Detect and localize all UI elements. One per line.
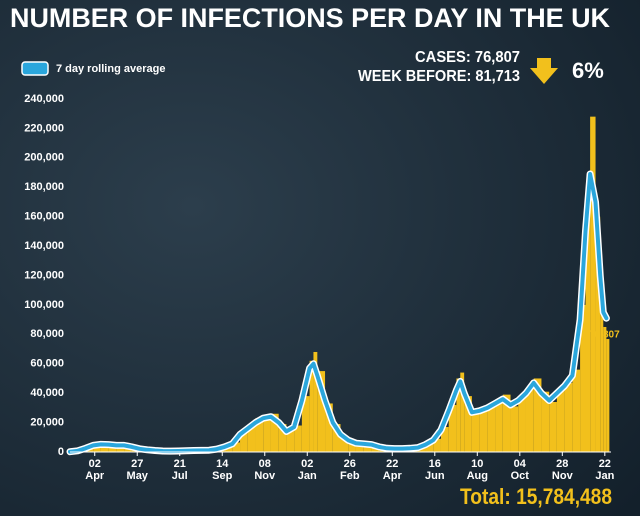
bar xyxy=(533,378,542,452)
bar xyxy=(270,413,279,452)
y-tick-label: 80,000 xyxy=(30,328,64,340)
bar xyxy=(255,418,264,452)
cases: CASES: 76,807 xyxy=(415,49,520,66)
bar xyxy=(510,406,519,452)
bar xyxy=(340,435,349,452)
bar xyxy=(278,424,287,452)
y-tick-label: 160,000 xyxy=(24,211,64,223)
bar xyxy=(595,216,601,452)
y-tick-label: 220,000 xyxy=(24,122,64,134)
y-tick-label: 200,000 xyxy=(24,152,64,164)
bar xyxy=(317,371,326,452)
bar xyxy=(294,425,302,452)
bar xyxy=(232,442,241,452)
bar xyxy=(286,430,295,452)
bar xyxy=(585,209,591,452)
chart-title: NUMBER OF INFECTIONS PER DAY IN THE UK xyxy=(10,3,610,33)
bar xyxy=(603,326,607,452)
y-tick-label: 20,000 xyxy=(30,416,64,428)
bar xyxy=(525,388,534,452)
x-tick-label: 16 Jun xyxy=(425,458,445,482)
y-tick-label: 40,000 xyxy=(30,387,64,399)
bar xyxy=(600,290,604,452)
bar xyxy=(541,391,550,452)
bar xyxy=(464,396,472,452)
plot: 0 20,000 40,000 60,000 80,000 100,000 120,000 1… xyxy=(24,93,620,482)
y-tick-label: 0 xyxy=(58,446,64,458)
change: 6% xyxy=(572,58,604,83)
y-tick-label: 140,000 xyxy=(24,240,64,252)
x-tick-label: 28 Nov xyxy=(552,458,574,482)
bar xyxy=(456,378,461,452)
bar xyxy=(247,426,256,452)
bar xyxy=(325,403,333,452)
line xyxy=(68,172,609,454)
y-tick-label: 60,000 xyxy=(30,358,64,370)
bar xyxy=(564,382,573,452)
value-label: 76,807 xyxy=(589,330,620,341)
legend-label: 7 day rolling average xyxy=(56,63,165,75)
bar xyxy=(363,444,372,452)
bar xyxy=(471,413,480,452)
bar xyxy=(580,304,586,452)
y-tick-label: 180,000 xyxy=(24,181,64,193)
bar xyxy=(549,401,557,452)
x-tick-label: 14 Sep xyxy=(212,458,232,482)
bar xyxy=(313,351,318,452)
bar xyxy=(487,404,496,452)
bar xyxy=(301,396,310,452)
bar xyxy=(440,426,449,452)
bar xyxy=(606,339,610,452)
x-tick-label: 08 Nov xyxy=(254,458,276,482)
bar xyxy=(433,438,441,452)
bar xyxy=(309,360,314,452)
bar xyxy=(348,440,356,452)
x-tick-label: 02 Jan xyxy=(298,458,317,482)
x-tick-label: 26 Feb xyxy=(340,458,360,482)
y-tick-label: 100,000 xyxy=(24,299,64,311)
y-tick-label: 240,000 xyxy=(24,93,64,105)
legend-swatch xyxy=(21,61,49,76)
x-tick-label: 22 Apr xyxy=(383,458,403,482)
x-tick-label: 02 Apr xyxy=(85,458,105,482)
y-tick-label: 120,000 xyxy=(24,269,64,281)
bar xyxy=(425,443,434,452)
bar xyxy=(556,390,565,452)
x-tick-label: 21 Jul xyxy=(172,458,188,482)
bar xyxy=(479,409,488,452)
bar xyxy=(518,397,526,452)
bar xyxy=(240,431,248,452)
bar xyxy=(448,404,457,452)
x-tick-label: 27 May xyxy=(127,458,149,482)
bar xyxy=(590,116,596,453)
bar xyxy=(332,424,341,452)
bar xyxy=(263,415,271,452)
bar xyxy=(572,369,581,452)
x-tick-label: 22 Jan xyxy=(595,458,614,482)
bar xyxy=(502,394,511,452)
x-tick-label: 10 Aug xyxy=(467,458,488,482)
week-before: WEEK BEFORE: 81,713 xyxy=(358,68,520,85)
bar xyxy=(460,372,465,452)
bar xyxy=(355,443,364,452)
total: Total: 15,784,488 xyxy=(460,484,612,509)
bar xyxy=(495,400,503,452)
down-arrow xyxy=(530,58,558,84)
x-tick-label: 04 Oct xyxy=(511,458,530,482)
